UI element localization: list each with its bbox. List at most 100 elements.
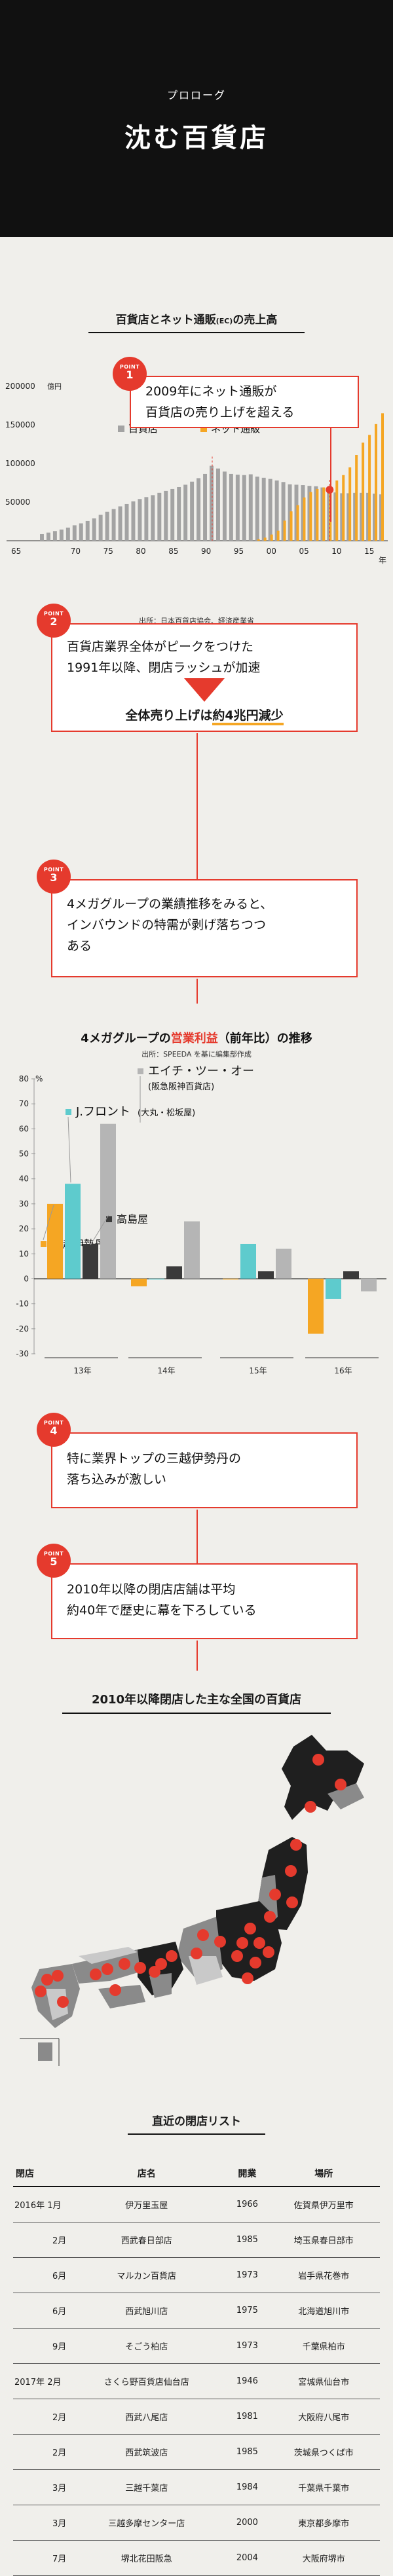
category-label: 13年 — [73, 1366, 91, 1375]
bar-dept-store — [294, 484, 299, 541]
bar-ec — [335, 480, 339, 541]
y-tick-label: -20 — [16, 1324, 29, 1333]
y-tick-label: 20 — [19, 1224, 29, 1233]
x-tick-label: 65 — [11, 547, 21, 556]
bar-1 — [240, 1244, 256, 1279]
bar-dept-store — [131, 501, 136, 541]
closure-table: 閉店 店名 開業 場所 2016年 1月 伊万里玉屋 1966 佐賀県伊万里市 2月 西武… — [13, 2160, 380, 2576]
bar-dept-store — [124, 503, 129, 541]
point-1-badge: POINT 1 — [113, 357, 147, 391]
cell-open: 2000 — [227, 2505, 268, 2541]
x-tick-label: 90 — [201, 547, 211, 556]
region-kanto — [216, 1901, 282, 1981]
bar-dept-store — [242, 475, 246, 541]
cell-place: 佐賀県伊万里市 — [267, 2186, 380, 2222]
header-subtitle: プロローグ — [166, 89, 226, 101]
bar-dept-store — [118, 506, 122, 541]
cell-date: 7月 — [13, 2540, 67, 2576]
cell-name: 西武春日部店 — [66, 2222, 227, 2258]
point-3-line-3: ある — [67, 939, 92, 953]
cell-name: 西武旭川店 — [66, 2293, 227, 2329]
table-row: 2月 西武八尾店 1981 大阪府八尾市 — [13, 2399, 380, 2435]
bar-dept-store — [66, 527, 70, 541]
cell-place: 岩手県花巻市 — [267, 2257, 380, 2293]
bar-dept-store — [229, 473, 233, 541]
table-row: 2月 西武春日部店 1985 埼玉県春日部市 — [13, 2222, 380, 2258]
bar-dept-store — [46, 532, 50, 541]
cell-place: 千葉県柏市 — [267, 2328, 380, 2364]
y-unit-label: 億円 — [47, 382, 62, 391]
region-kansai-south — [149, 1973, 172, 1998]
closure-pin — [41, 1974, 53, 1986]
bar-ec — [316, 488, 319, 541]
bar-ec — [283, 520, 286, 541]
y-tick-label: 10 — [19, 1249, 29, 1258]
col-header-open: 開業 — [227, 2160, 268, 2187]
chart1-title: 百貨店とネット通販(EC)の売上高 — [0, 310, 393, 333]
point-3-number: 3 — [50, 871, 58, 884]
legend-swatch-ec — [200, 426, 207, 432]
bar-dept-store — [261, 477, 266, 541]
bar-dept-store — [92, 518, 96, 541]
point-4-box: 特に業界トップの三越伊勢丹の 落ち込みが激しい — [51, 1432, 358, 1508]
closure-pin — [264, 1911, 276, 1923]
point-2-3-connector — [196, 733, 198, 885]
chart2-source: 出所：SPEEDA を基に編集部作成 — [141, 1050, 252, 1059]
japan-map — [20, 1735, 364, 2066]
point-5-badge: POINT 5 — [37, 1544, 71, 1578]
table-row: 3月 三越千葉店 1984 千葉県千葉市 — [13, 2469, 380, 2505]
bar-dept-store — [111, 509, 116, 541]
cell-open: 1973 — [227, 2328, 268, 2364]
legend-leader — [67, 1116, 71, 1183]
x-tick-label: 85 — [168, 547, 178, 556]
point-1-line-2: 百貨店の売り上げを超える — [145, 405, 295, 420]
cell-name: マルカン百貨店 — [66, 2257, 227, 2293]
x-tick-label: 75 — [103, 547, 113, 556]
bar-1 — [326, 1279, 341, 1299]
point-1-box: 2009年にネット通販が 百貨店の売り上げを超える — [130, 376, 359, 428]
legend-h2o-label: エイチ・ツー・オー — [148, 1064, 254, 1078]
x-axis-label: 年 — [379, 556, 386, 565]
bar-3 — [361, 1279, 377, 1292]
point-2-result: 全体売り上げは約4兆円減少 — [52, 706, 356, 725]
chart2-title-post: （前年比）の推移 — [217, 1032, 312, 1045]
cell-open: 1985 — [227, 2434, 268, 2470]
bar-3 — [276, 1248, 291, 1279]
sales-bar-chart: 50000 100000 150000 200000 億円 65 70 75 80 85 90 95 0… — [5, 382, 388, 565]
cell-name: 堺北花田阪急 — [66, 2540, 227, 2576]
cell-open: 1946 — [227, 2363, 268, 2399]
x-tick-label: 70 — [71, 547, 81, 556]
crossing-dot — [326, 486, 334, 494]
cell-date: 6月 — [13, 2257, 67, 2293]
cell-date: 2016年 1月 — [13, 2186, 67, 2222]
legend-leader — [90, 1214, 109, 1246]
point-1-number: 1 — [126, 369, 134, 381]
legend-h2o-sub: (阪急阪神百貨店) — [148, 1081, 214, 1092]
point-4-number: 4 — [50, 1424, 58, 1437]
closure-pin — [90, 1968, 102, 1980]
cell-name: 三越多摩センター店 — [66, 2505, 227, 2541]
y-tick-label: 100000 — [5, 459, 35, 468]
y-tick-label: 60 — [19, 1124, 29, 1133]
point-4-badge: POINT 4 — [37, 1413, 71, 1447]
x-tick-label: 00 — [267, 547, 276, 556]
point-2-result-emph: 約4兆円減少 — [212, 708, 284, 725]
chart2-title-mid: 営業利益 — [170, 1032, 218, 1045]
cell-name: 三越千葉店 — [66, 2469, 227, 2505]
bar-dept-store — [248, 474, 253, 541]
bar-ec — [355, 455, 358, 541]
y-tick-label: 50 — [19, 1150, 29, 1159]
page-header: プロローグ 沈む百貨店 — [0, 0, 393, 237]
cell-name: そごう柏店 — [66, 2328, 227, 2364]
table-row: 2月 西武筑波店 1985 茨城県つくば市 — [13, 2434, 380, 2470]
cell-place: 北海道旭川市 — [267, 2293, 380, 2329]
point-1-line-1: 2009年にネット通販が — [145, 384, 277, 399]
cell-date: 2月 — [13, 2434, 67, 2470]
bar-ec — [309, 492, 312, 541]
table-header-row: 閉店 店名 開業 場所 — [13, 2160, 380, 2187]
y-tick-label: -30 — [16, 1349, 29, 1358]
closure-pin — [290, 1839, 302, 1851]
x-tick-label: 05 — [299, 547, 309, 556]
bar-3 — [184, 1221, 200, 1279]
bar-dept-store — [164, 490, 168, 541]
